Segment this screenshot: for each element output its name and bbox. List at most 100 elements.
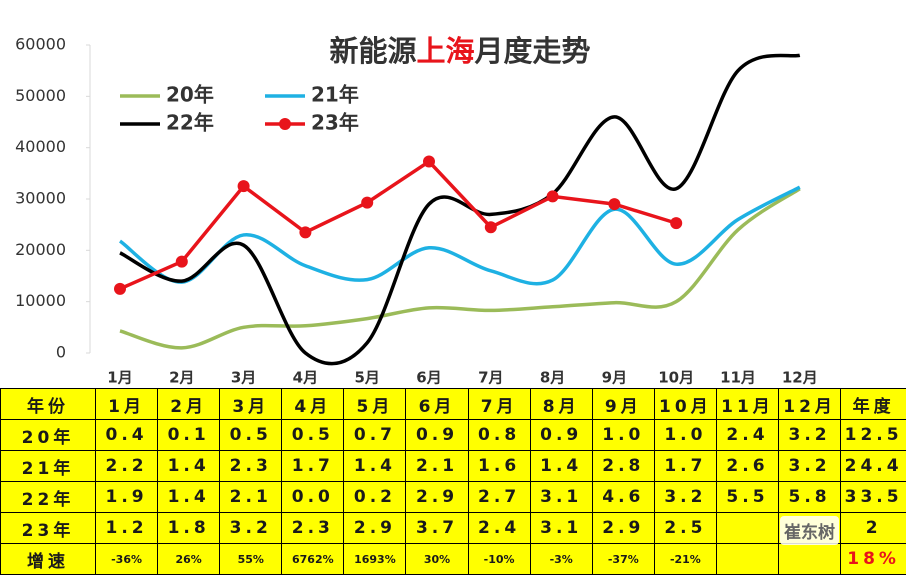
point-marker (176, 256, 188, 268)
table-cell: 0.2 (344, 482, 406, 513)
table-cell: -3% (530, 544, 592, 575)
table-cell: 3.7 (406, 513, 468, 544)
point-marker (423, 156, 435, 168)
table-cell: 2.5 (654, 513, 716, 544)
title-part: 上海 (416, 34, 474, 68)
table-cell: 2.9 (592, 513, 654, 544)
table-cell: 21年 (1, 451, 96, 482)
table-cell: 1.4 (344, 451, 406, 482)
x-tick-label: 2月 (169, 369, 194, 387)
legend-label: 21年 (311, 83, 359, 107)
table-cell: 1.6 (468, 451, 530, 482)
table-cell: 1.4 (158, 451, 220, 482)
table-cell: 1.2 (96, 513, 158, 544)
table-cell: 3.2 (220, 513, 282, 544)
table-cell: 年份 (1, 389, 96, 420)
table-cell: 1.0 (592, 420, 654, 451)
y-tick-label: 40000 (15, 137, 66, 156)
table-cell: 2.9 (406, 482, 468, 513)
table-cell: 1月 (96, 389, 158, 420)
table-cell: 1.8 (158, 513, 220, 544)
table-cell: 12月 (779, 389, 841, 420)
table-cell: 5月 (344, 389, 406, 420)
table-cell: 30% (406, 544, 468, 575)
table-cell: 0.8 (468, 420, 530, 451)
table-cell: 26% (158, 544, 220, 575)
table-cell (779, 544, 841, 575)
table-cell: 6762% (282, 544, 344, 575)
table-cell: 3月 (220, 389, 282, 420)
table-cell: -10% (468, 544, 530, 575)
table-cell: 3.2 (654, 482, 716, 513)
table-cell: 0.9 (406, 420, 468, 451)
x-tick-label: 8月 (540, 369, 565, 387)
y-tick-label: 50000 (15, 86, 66, 105)
table-cell: 11月 (716, 389, 778, 420)
legend-label: 20年 (166, 83, 214, 107)
point-marker (670, 217, 682, 229)
x-tick-label: 6月 (416, 369, 441, 387)
y-tick-label: 0 (56, 343, 66, 362)
table-cell: 9月 (592, 389, 654, 420)
table-cell: 3.1 (530, 482, 592, 513)
x-tick-label: 4月 (293, 369, 318, 387)
table-cell: 2.3 (282, 513, 344, 544)
y-tick-label: 60000 (15, 35, 66, 54)
table-cell: -36% (96, 544, 158, 575)
x-tick-label: 9月 (602, 369, 627, 387)
table-cell (716, 513, 778, 544)
table-cell: 4月 (282, 389, 344, 420)
table-cell: 18% (841, 544, 906, 575)
table-cell: 0.1 (158, 420, 220, 451)
table-cell: 1.4 (158, 482, 220, 513)
table-cell: 22年 (1, 482, 96, 513)
table-cell: 0.5 (220, 420, 282, 451)
table-cell: 23年 (1, 513, 96, 544)
table-cell: 20年 (1, 420, 96, 451)
table-cell: 6月 (406, 389, 468, 420)
table-cell: 2.8 (592, 451, 654, 482)
table-cell: 2.3 (220, 451, 282, 482)
table-cell: -37% (592, 544, 654, 575)
table-cell: 1.7 (282, 451, 344, 482)
chart: 新能源上海月度走势 010000200003000040000500006000… (0, 0, 906, 388)
table-cell: 0.0 (282, 482, 344, 513)
title-part: 月度走势 (474, 34, 591, 68)
x-tick-label: 1月 (107, 369, 132, 387)
y-tick-label: 30000 (15, 189, 66, 208)
table-cell: 4.6 (592, 482, 654, 513)
point-marker (299, 226, 311, 238)
table-cell: 2.2 (96, 451, 158, 482)
table-cell: 3.2 (779, 451, 841, 482)
table-cell: 2.4 (468, 513, 530, 544)
chart-title: 新能源上海月度走势 (329, 34, 590, 68)
table-cell: 5.8 (779, 482, 841, 513)
point-marker (547, 190, 559, 202)
y-tick-label: 10000 (15, 291, 66, 310)
table-cell: 增速 (1, 544, 96, 575)
table-cell (716, 544, 778, 575)
table-cell: 2.4 (716, 420, 778, 451)
table-cell: 1.4 (530, 451, 592, 482)
x-tick-label: 7月 (478, 369, 503, 387)
table-cell: 3.2 (779, 420, 841, 451)
x-tick-label: 3月 (231, 369, 256, 387)
x-tick-label: 11月 (720, 369, 756, 387)
point-marker (485, 221, 497, 233)
table-cell: 5.5 (716, 482, 778, 513)
table-cell: 10月 (654, 389, 716, 420)
table-cell: 2 (841, 513, 906, 544)
table-cell: 2.1 (406, 451, 468, 482)
table-cell: 0.7 (344, 420, 406, 451)
table-cell: 1693% (344, 544, 406, 575)
table-cell: 24.4 (841, 451, 906, 482)
table-row: 增速-36%26%55%6762%1693%30%-10%-3%-37%-21%… (1, 544, 906, 575)
table-cell: 55% (220, 544, 282, 575)
table-cell: 0.5 (282, 420, 344, 451)
table-cell: 1.9 (96, 482, 158, 513)
